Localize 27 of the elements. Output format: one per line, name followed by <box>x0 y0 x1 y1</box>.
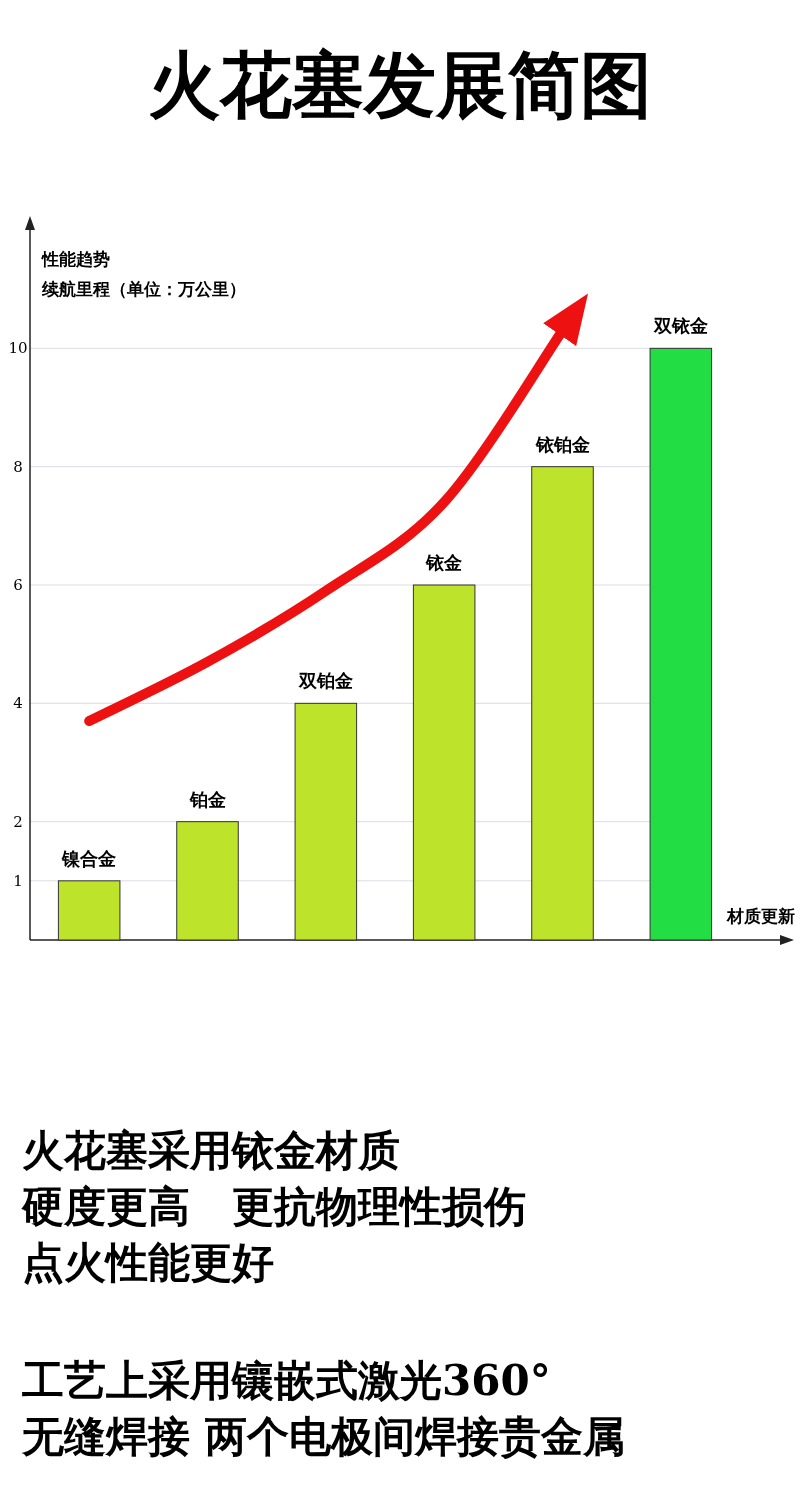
bar <box>649 347 713 941</box>
text: 硬度更高 更抗物理性损伤 <box>21 1182 526 1231</box>
text: 火花塞采用铱金材质 <box>22 1126 400 1175</box>
x-axis-title: 材质更新 <box>726 906 795 926</box>
y-axis-title: 续航里程（单位：万公里） <box>41 279 246 299</box>
bar <box>531 466 594 941</box>
chart-title: 火花塞发展简图 <box>148 42 652 127</box>
x-tick-label: 双铱金 <box>652 315 708 337</box>
annotation: 性能趋势 <box>41 249 110 269</box>
y-tick-label: 10 <box>8 339 28 358</box>
x-tick-label: 铂金 <box>188 788 226 810</box>
y-tick-label: 2 <box>13 812 23 831</box>
bar <box>176 821 239 941</box>
text: 工艺上采用镶嵌式激光360° <box>21 1356 551 1405</box>
text: 无缝焊接 两个电极间焊接贵金属 <box>21 1412 625 1461</box>
x-tick-label: 镍合金 <box>61 847 117 869</box>
bar <box>57 880 121 941</box>
x-tick-label: 铱铂金 <box>534 433 590 455</box>
x-tick-label: 铱金 <box>425 552 463 573</box>
text: 点火性能更好 <box>22 1238 274 1287</box>
bar <box>294 702 358 941</box>
bar <box>412 584 476 941</box>
y-tick-label: 6 <box>13 576 23 594</box>
y-tick-label: 1 <box>13 871 23 890</box>
y-tick-label: 8 <box>13 457 23 476</box>
x-tick-label: 双铂金 <box>297 670 353 692</box>
y-tick-label: 4 <box>13 694 23 713</box>
